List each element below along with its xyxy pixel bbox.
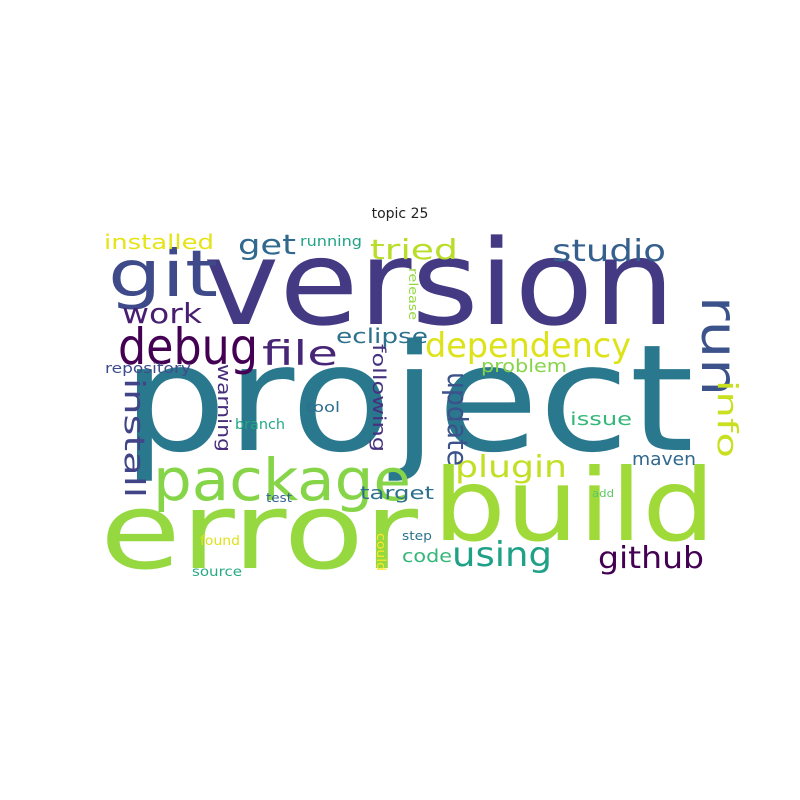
cloud-word-code: code: [402, 546, 452, 567]
cloud-word-package: package: [153, 446, 411, 514]
cloud-word-debug: debug: [118, 318, 258, 376]
cloud-word-could: could: [374, 533, 388, 571]
chart-title: topic 25: [371, 206, 429, 222]
cloud-word-maven: maven: [632, 449, 696, 470]
cloud-word-error: error: [100, 470, 419, 593]
cloud-word-install: install: [118, 378, 151, 498]
cloud-word-run: run: [690, 296, 748, 396]
cloud-word-following: following: [368, 344, 389, 452]
cloud-word-release: release: [406, 268, 420, 320]
cloud-word-repository: repository: [105, 361, 191, 377]
cloud-word-tried: tried: [370, 233, 458, 266]
cloud-word-installed: installed: [104, 230, 214, 254]
cloud-word-info: info: [711, 380, 744, 458]
cloud-word-get: get: [238, 228, 296, 261]
cloud-word-tool: tool: [306, 400, 340, 416]
cloud-word-using: using: [452, 535, 552, 575]
cloud-word-problem: problem: [481, 356, 567, 377]
cloud-word-file: file: [262, 334, 338, 374]
cloud-word-eclipse: eclipse: [336, 324, 428, 348]
cloud-word-dependency: dependency: [425, 326, 631, 366]
cloud-word-build: build: [433, 447, 715, 564]
cloud-word-plugin: plugin: [455, 450, 567, 485]
cloud-word-github: github: [598, 541, 704, 576]
cloud-word-update: update: [441, 372, 474, 466]
cloud-word-warning: warning: [213, 364, 234, 452]
cloud-word-add: add: [592, 487, 614, 500]
cloud-word-running: running: [300, 234, 362, 250]
cloud-word-project: project: [122, 313, 694, 485]
cloud-word-git: git: [108, 238, 218, 312]
cloud-word-test: test: [266, 491, 292, 505]
cloud-word-step: step: [402, 529, 432, 543]
cloud-word-target: target: [360, 483, 434, 504]
cloud-word-work: work: [122, 297, 203, 330]
cloud-word-issue: issue: [570, 409, 632, 430]
cloud-word-version: version: [203, 214, 675, 352]
cloud-word-studio: studio: [552, 234, 666, 269]
cloud-word-source: source: [192, 565, 242, 580]
cloud-word-found: found: [200, 534, 240, 549]
cloud-word-branch: branch: [235, 417, 285, 433]
